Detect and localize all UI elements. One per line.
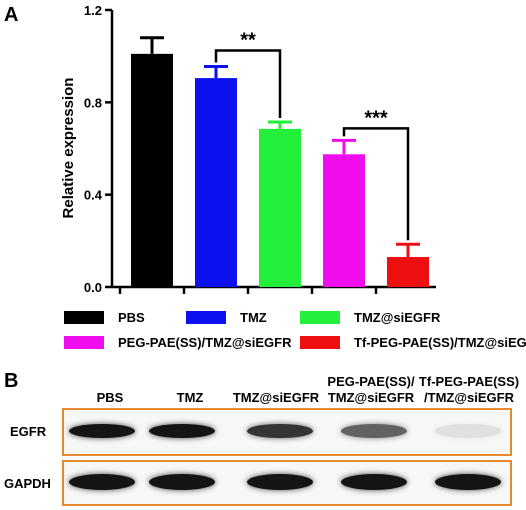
bar-3 bbox=[323, 154, 365, 287]
y-tick-label-2: 0.8 bbox=[84, 95, 102, 110]
legend-swatch-tmz bbox=[186, 311, 226, 324]
lane-label-tmz-siegfr: TMZ@siEGFR bbox=[226, 390, 326, 406]
legend-swatch-peg-pae bbox=[64, 336, 104, 349]
blot-frame-gapdh bbox=[62, 460, 512, 506]
band-gapdh-1 bbox=[149, 474, 215, 490]
legend-label-pbs: PBS bbox=[118, 310, 145, 325]
bar-4 bbox=[387, 256, 429, 287]
y-tick-label-3: 1.2 bbox=[84, 3, 102, 18]
legend-swatch-pbs bbox=[64, 311, 104, 324]
legend-item-tmz-siegfr: TMZ@siEGFR bbox=[300, 310, 440, 325]
band-egfr-0 bbox=[69, 424, 135, 438]
significance-label-1: *** bbox=[364, 107, 388, 129]
band-egfr-1 bbox=[149, 424, 215, 438]
lane-label-tf-peg-pae-line2: /TMZ@siEGFR bbox=[424, 390, 514, 405]
significance-label-0: ** bbox=[240, 30, 256, 52]
y-tick-label-1: 0.4 bbox=[84, 188, 103, 203]
legend-item-pbs: PBS bbox=[64, 310, 145, 325]
lane-label-peg-pae: PEG-PAE(SS)/ TMZ@siEGFR bbox=[318, 374, 424, 406]
legend-label-tmz: TMZ bbox=[240, 310, 267, 325]
row-label-gapdh: GAPDH bbox=[4, 476, 51, 491]
y-tick-label-0: 0.0 bbox=[84, 280, 102, 295]
band-gapdh-4 bbox=[435, 474, 501, 490]
lane-label-tmz-line1: TMZ bbox=[176, 390, 204, 405]
legend-swatch-tmz-siegfr bbox=[300, 311, 340, 324]
y-axis-label: Relative expression bbox=[60, 78, 77, 219]
legend-label-tf-peg-pae: Tf-PEG-PAE(SS)/TMZ@siEGFR bbox=[354, 335, 526, 350]
band-egfr-4 bbox=[435, 424, 501, 438]
lane-label-tf-peg-pae: Tf-PEG-PAE(SS) /TMZ@siEGFR bbox=[414, 374, 524, 406]
significance-bracket-1 bbox=[342, 127, 410, 241]
lane-label-tmz: TMZ bbox=[160, 390, 220, 406]
legend-item-tmz: TMZ bbox=[186, 310, 267, 325]
lane-label-peg-pae-line2: TMZ@siEGFR bbox=[327, 390, 415, 405]
band-gapdh-2 bbox=[247, 474, 313, 490]
band-egfr-3 bbox=[341, 424, 407, 438]
legend-swatch-tf-peg-pae bbox=[300, 336, 340, 349]
legend-label-peg-pae: PEG-PAE(SS)/TMZ@siEGFR bbox=[118, 335, 292, 350]
lane-label-pbs-line1: PBS bbox=[96, 390, 124, 405]
blot-frame-egfr bbox=[62, 408, 512, 456]
bar-1 bbox=[195, 78, 237, 288]
legend-item-peg-pae: PEG-PAE(SS)/TMZ@siEGFR bbox=[64, 335, 292, 350]
bar-2 bbox=[259, 128, 301, 287]
significance-bracket-0 bbox=[214, 49, 282, 118]
lane-label-pbs: PBS bbox=[80, 390, 140, 406]
legend-label-tmz-siegfr: TMZ@siEGFR bbox=[354, 310, 441, 325]
legend-item-tf-peg-pae: Tf-PEG-PAE(SS)/TMZ@siEGFR bbox=[300, 335, 526, 350]
lane-label-tmz-siegfr-line1: TMZ@siEGFR bbox=[232, 390, 320, 405]
lane-label-tf-peg-pae-line1: Tf-PEG-PAE(SS) bbox=[418, 374, 520, 389]
panel-b-letter: B bbox=[4, 370, 19, 392]
panel-a-letter: A bbox=[4, 4, 19, 26]
row-label-egfr: EGFR bbox=[10, 424, 47, 439]
band-gapdh-0 bbox=[69, 474, 135, 490]
band-gapdh-3 bbox=[341, 474, 407, 490]
band-egfr-2 bbox=[247, 424, 313, 438]
bar-0 bbox=[131, 53, 173, 287]
lane-label-peg-pae-line1: PEG-PAE(SS)/ bbox=[327, 374, 415, 389]
